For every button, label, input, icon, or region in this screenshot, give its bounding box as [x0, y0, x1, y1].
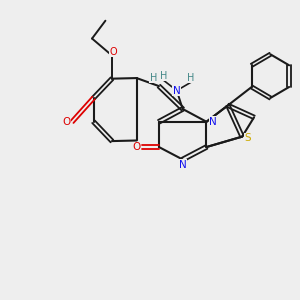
Text: O: O [109, 47, 117, 57]
Text: S: S [245, 133, 251, 143]
Text: H: H [160, 71, 167, 81]
Text: N: N [179, 160, 187, 170]
Text: O: O [62, 117, 70, 127]
Text: N: N [209, 117, 217, 127]
Text: H: H [187, 73, 195, 83]
Text: N: N [173, 85, 181, 96]
Text: O: O [132, 142, 140, 152]
Text: H: H [150, 73, 157, 83]
